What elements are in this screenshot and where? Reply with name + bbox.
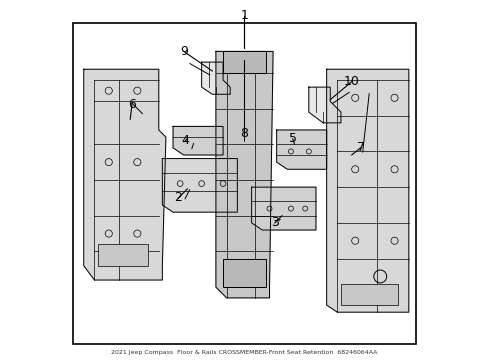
Polygon shape (162, 158, 237, 212)
Text: 8: 8 (240, 127, 248, 140)
Polygon shape (201, 62, 230, 94)
Bar (340, 284, 397, 305)
Bar (98, 244, 148, 266)
Bar (223, 51, 265, 73)
Text: 7: 7 (356, 141, 364, 154)
Text: 10: 10 (343, 75, 359, 88)
Text: 6: 6 (128, 99, 136, 112)
Text: 9: 9 (180, 45, 187, 58)
Text: 3: 3 (270, 216, 278, 229)
Polygon shape (251, 187, 315, 230)
Text: 2021 Jeep Compass  Floor & Rails CROSSMEMBER-Front Seat Retention  68246064AA: 2021 Jeep Compass Floor & Rails CROSSMEM… (111, 350, 377, 355)
Polygon shape (276, 130, 326, 169)
Polygon shape (216, 51, 272, 298)
Text: 2: 2 (174, 192, 182, 204)
Polygon shape (173, 126, 223, 155)
Bar (223, 258, 265, 287)
FancyBboxPatch shape (73, 23, 415, 344)
Text: 5: 5 (288, 132, 296, 145)
Polygon shape (83, 69, 165, 280)
Polygon shape (326, 69, 408, 312)
Text: 4: 4 (181, 134, 189, 147)
Polygon shape (308, 87, 340, 123)
Text: 1: 1 (240, 9, 248, 22)
